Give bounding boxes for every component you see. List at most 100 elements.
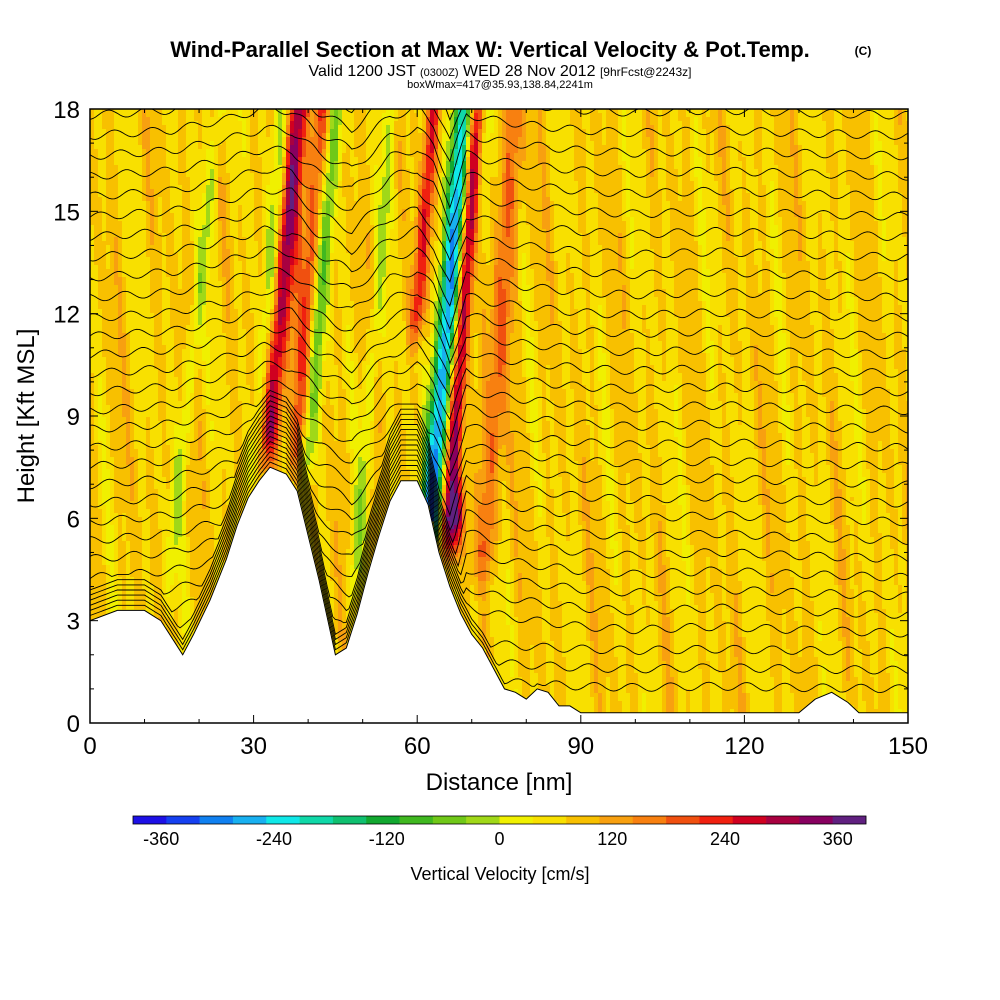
velocity-cell (110, 241, 115, 246)
velocity-cell (222, 393, 227, 398)
velocity-cell (230, 397, 235, 402)
velocity-cell (134, 485, 139, 490)
velocity-cell (154, 597, 159, 602)
velocity-cell (90, 169, 95, 174)
velocity-cell (250, 129, 255, 134)
velocity-cell (150, 425, 155, 430)
velocity-cell (150, 381, 155, 386)
velocity-cell (90, 153, 95, 158)
velocity-cell (174, 229, 179, 234)
velocity-cell (94, 221, 99, 226)
velocity-cell (230, 301, 235, 306)
velocity-cell (154, 361, 159, 366)
velocity-cell (218, 417, 223, 422)
velocity-cell (110, 201, 115, 206)
velocity-cell (106, 329, 111, 334)
velocity-cell (190, 601, 195, 606)
velocity-cell (230, 333, 235, 338)
velocity-cell (174, 113, 179, 118)
velocity-cell (234, 261, 239, 266)
velocity-cell (134, 457, 139, 462)
velocity-cell (182, 249, 187, 254)
velocity-cell (194, 513, 199, 518)
velocity-cell (154, 241, 159, 246)
velocity-cell (118, 281, 123, 286)
velocity-cell (130, 429, 135, 434)
velocity-cell (214, 513, 219, 518)
velocity-cell (138, 225, 143, 230)
velocity-cell (98, 121, 103, 126)
velocity-cell (98, 149, 103, 154)
velocity-cell (150, 293, 155, 298)
velocity-cell (146, 177, 151, 182)
velocity-cell (90, 233, 95, 238)
velocity-cell (206, 541, 211, 546)
velocity-cell (178, 381, 183, 386)
velocity-cell (90, 321, 95, 326)
velocity-cell (214, 157, 219, 162)
velocity-cell (90, 589, 95, 594)
velocity-cell (102, 401, 107, 406)
velocity-cell (122, 281, 127, 286)
velocity-cell (210, 369, 215, 374)
velocity-cell (106, 133, 111, 138)
velocity-cell (150, 329, 155, 334)
velocity-cell (90, 281, 95, 286)
velocity-cell (102, 385, 107, 390)
velocity-cell (214, 353, 219, 358)
velocity-cell (210, 137, 215, 142)
velocity-cell (186, 277, 191, 282)
velocity-cell (126, 425, 131, 430)
velocity-cell (198, 561, 203, 566)
velocity-cell (202, 213, 207, 218)
velocity-cell (222, 305, 227, 310)
velocity-cell (150, 565, 155, 570)
velocity-cell (222, 169, 227, 174)
velocity-cell (170, 153, 175, 158)
velocity-cell (194, 585, 199, 590)
velocity-cell (138, 549, 143, 554)
velocity-cell (214, 137, 219, 142)
velocity-cell (190, 233, 195, 238)
velocity-cell (150, 449, 155, 454)
velocity-cell (134, 305, 139, 310)
velocity-cell (166, 189, 171, 194)
velocity-cell (146, 437, 151, 442)
velocity-cell (102, 449, 107, 454)
velocity-cell (158, 577, 163, 582)
velocity-cell (178, 333, 183, 338)
velocity-cell (94, 545, 99, 550)
velocity-cell (190, 297, 195, 302)
velocity-cell (162, 545, 167, 550)
velocity-cell (182, 181, 187, 186)
velocity-cell (214, 269, 219, 274)
velocity-cell (178, 597, 183, 602)
velocity-cell (246, 353, 251, 358)
velocity-cell (146, 565, 151, 570)
velocity-cell (222, 145, 227, 150)
velocity-cell (130, 509, 135, 514)
velocity-cell (230, 425, 235, 430)
velocity-cell (158, 209, 163, 214)
velocity-cell (118, 181, 123, 186)
velocity-cell (214, 381, 219, 386)
velocity-cell (190, 445, 195, 450)
velocity-cell (98, 465, 103, 470)
velocity-cell (122, 277, 127, 282)
velocity-cell (246, 385, 251, 390)
velocity-cell (122, 121, 127, 126)
velocity-cell (178, 429, 183, 434)
velocity-cell (94, 181, 99, 186)
velocity-cell (246, 317, 251, 322)
velocity-cell (206, 521, 211, 526)
velocity-cell (178, 613, 183, 618)
velocity-cell (90, 201, 95, 206)
velocity-cell (98, 409, 103, 414)
velocity-cell (110, 413, 115, 418)
velocity-cell (102, 173, 107, 178)
velocity-cell (206, 121, 211, 126)
velocity-cell (178, 629, 183, 634)
velocity-cell (186, 549, 191, 554)
velocity-cell (114, 161, 119, 166)
velocity-cell (198, 241, 203, 246)
